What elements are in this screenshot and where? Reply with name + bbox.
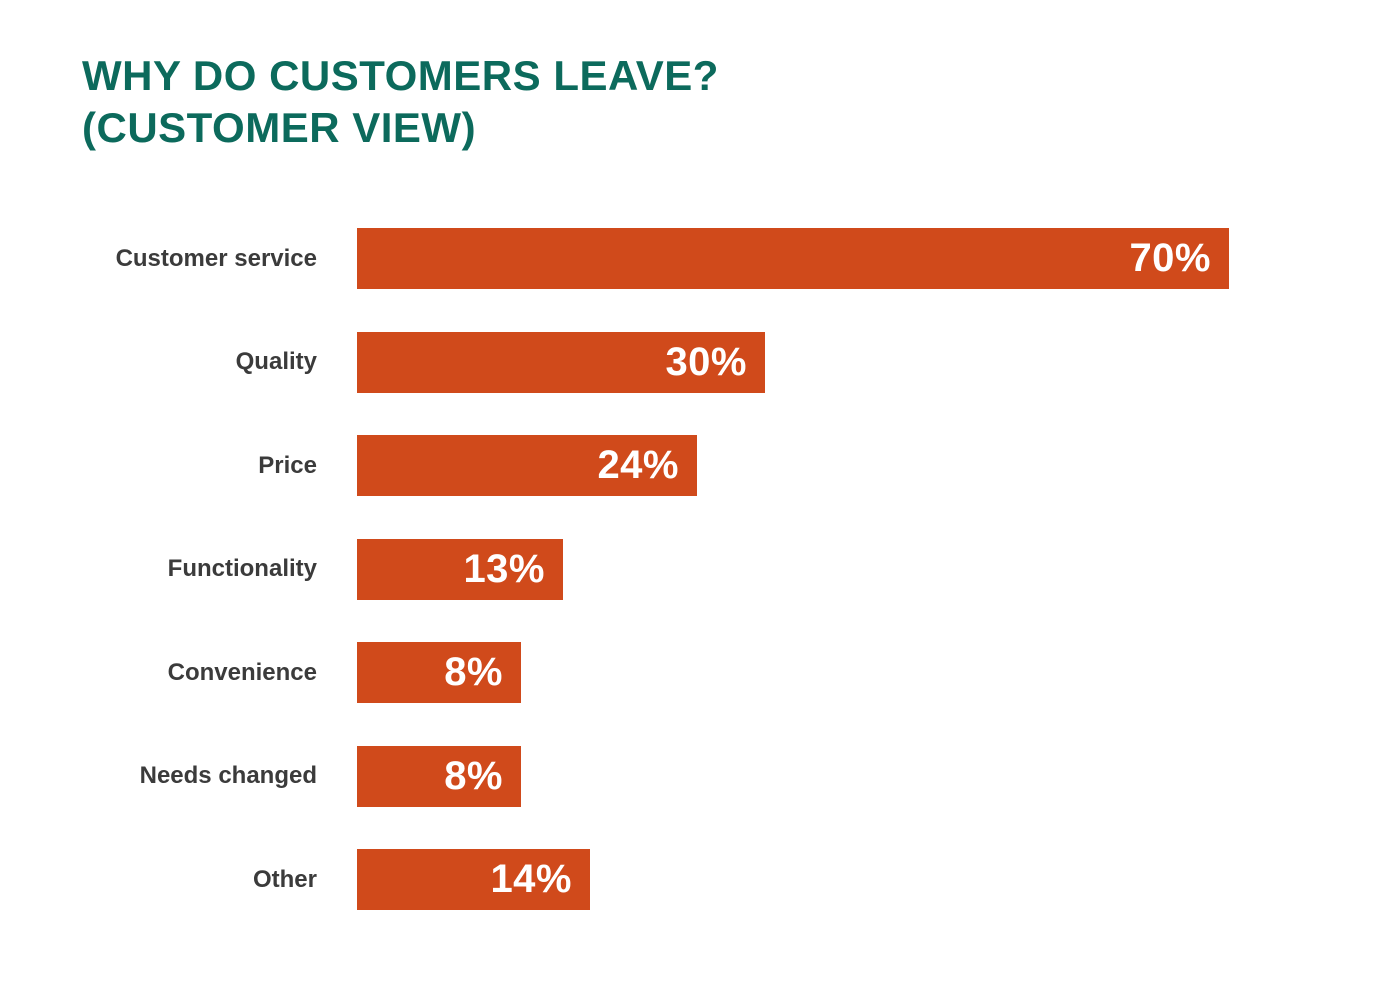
bar-row: Customer service 70% bbox=[0, 228, 1381, 289]
bar-value-label: 8% bbox=[444, 753, 503, 798]
bar-value-label: 24% bbox=[597, 443, 679, 487]
bar: 14% bbox=[357, 849, 590, 910]
bar-value-label: 8% bbox=[444, 650, 503, 694]
chart-title-line2: (CUSTOMER VIEW) bbox=[82, 104, 477, 151]
category-label: Price bbox=[258, 451, 317, 479]
bar-value-label: 14% bbox=[490, 857, 572, 901]
bar-value-label: 70% bbox=[1129, 236, 1211, 280]
bar-row: Functionality 13% bbox=[0, 538, 1381, 600]
category-label: Quality bbox=[235, 348, 317, 375]
category-label: Functionality bbox=[167, 555, 317, 582]
bar-value-label: 30% bbox=[665, 339, 747, 384]
bar-row: Price 24% bbox=[0, 435, 1381, 496]
category-label: Customer service bbox=[115, 244, 317, 272]
bar: 70% bbox=[357, 228, 1229, 289]
bar-row: Quality 30% bbox=[0, 331, 1381, 393]
bar: 24% bbox=[357, 435, 697, 496]
chart-title: WHY DO CUSTOMERS LEAVE? (CUSTOMER VIEW) bbox=[82, 50, 719, 154]
bar: 8% bbox=[357, 745, 521, 807]
category-label: Other bbox=[252, 865, 317, 893]
chart-title-line1: WHY DO CUSTOMERS LEAVE? bbox=[82, 52, 719, 99]
category-label: Needs changed bbox=[139, 762, 317, 789]
bar: 30% bbox=[357, 331, 765, 393]
bar-row: Convenience 8% bbox=[0, 642, 1381, 703]
bar-chart: Customer service 70% Quality 30% Price 24% Fun… bbox=[0, 228, 1381, 953]
category-label: Convenience bbox=[167, 658, 317, 686]
bar-row: Other 14% bbox=[0, 849, 1381, 910]
bar-row: Needs changed 8% bbox=[0, 745, 1381, 807]
bar-value-label: 13% bbox=[463, 546, 545, 591]
bar: 13% bbox=[357, 538, 563, 600]
bar: 8% bbox=[357, 642, 521, 703]
